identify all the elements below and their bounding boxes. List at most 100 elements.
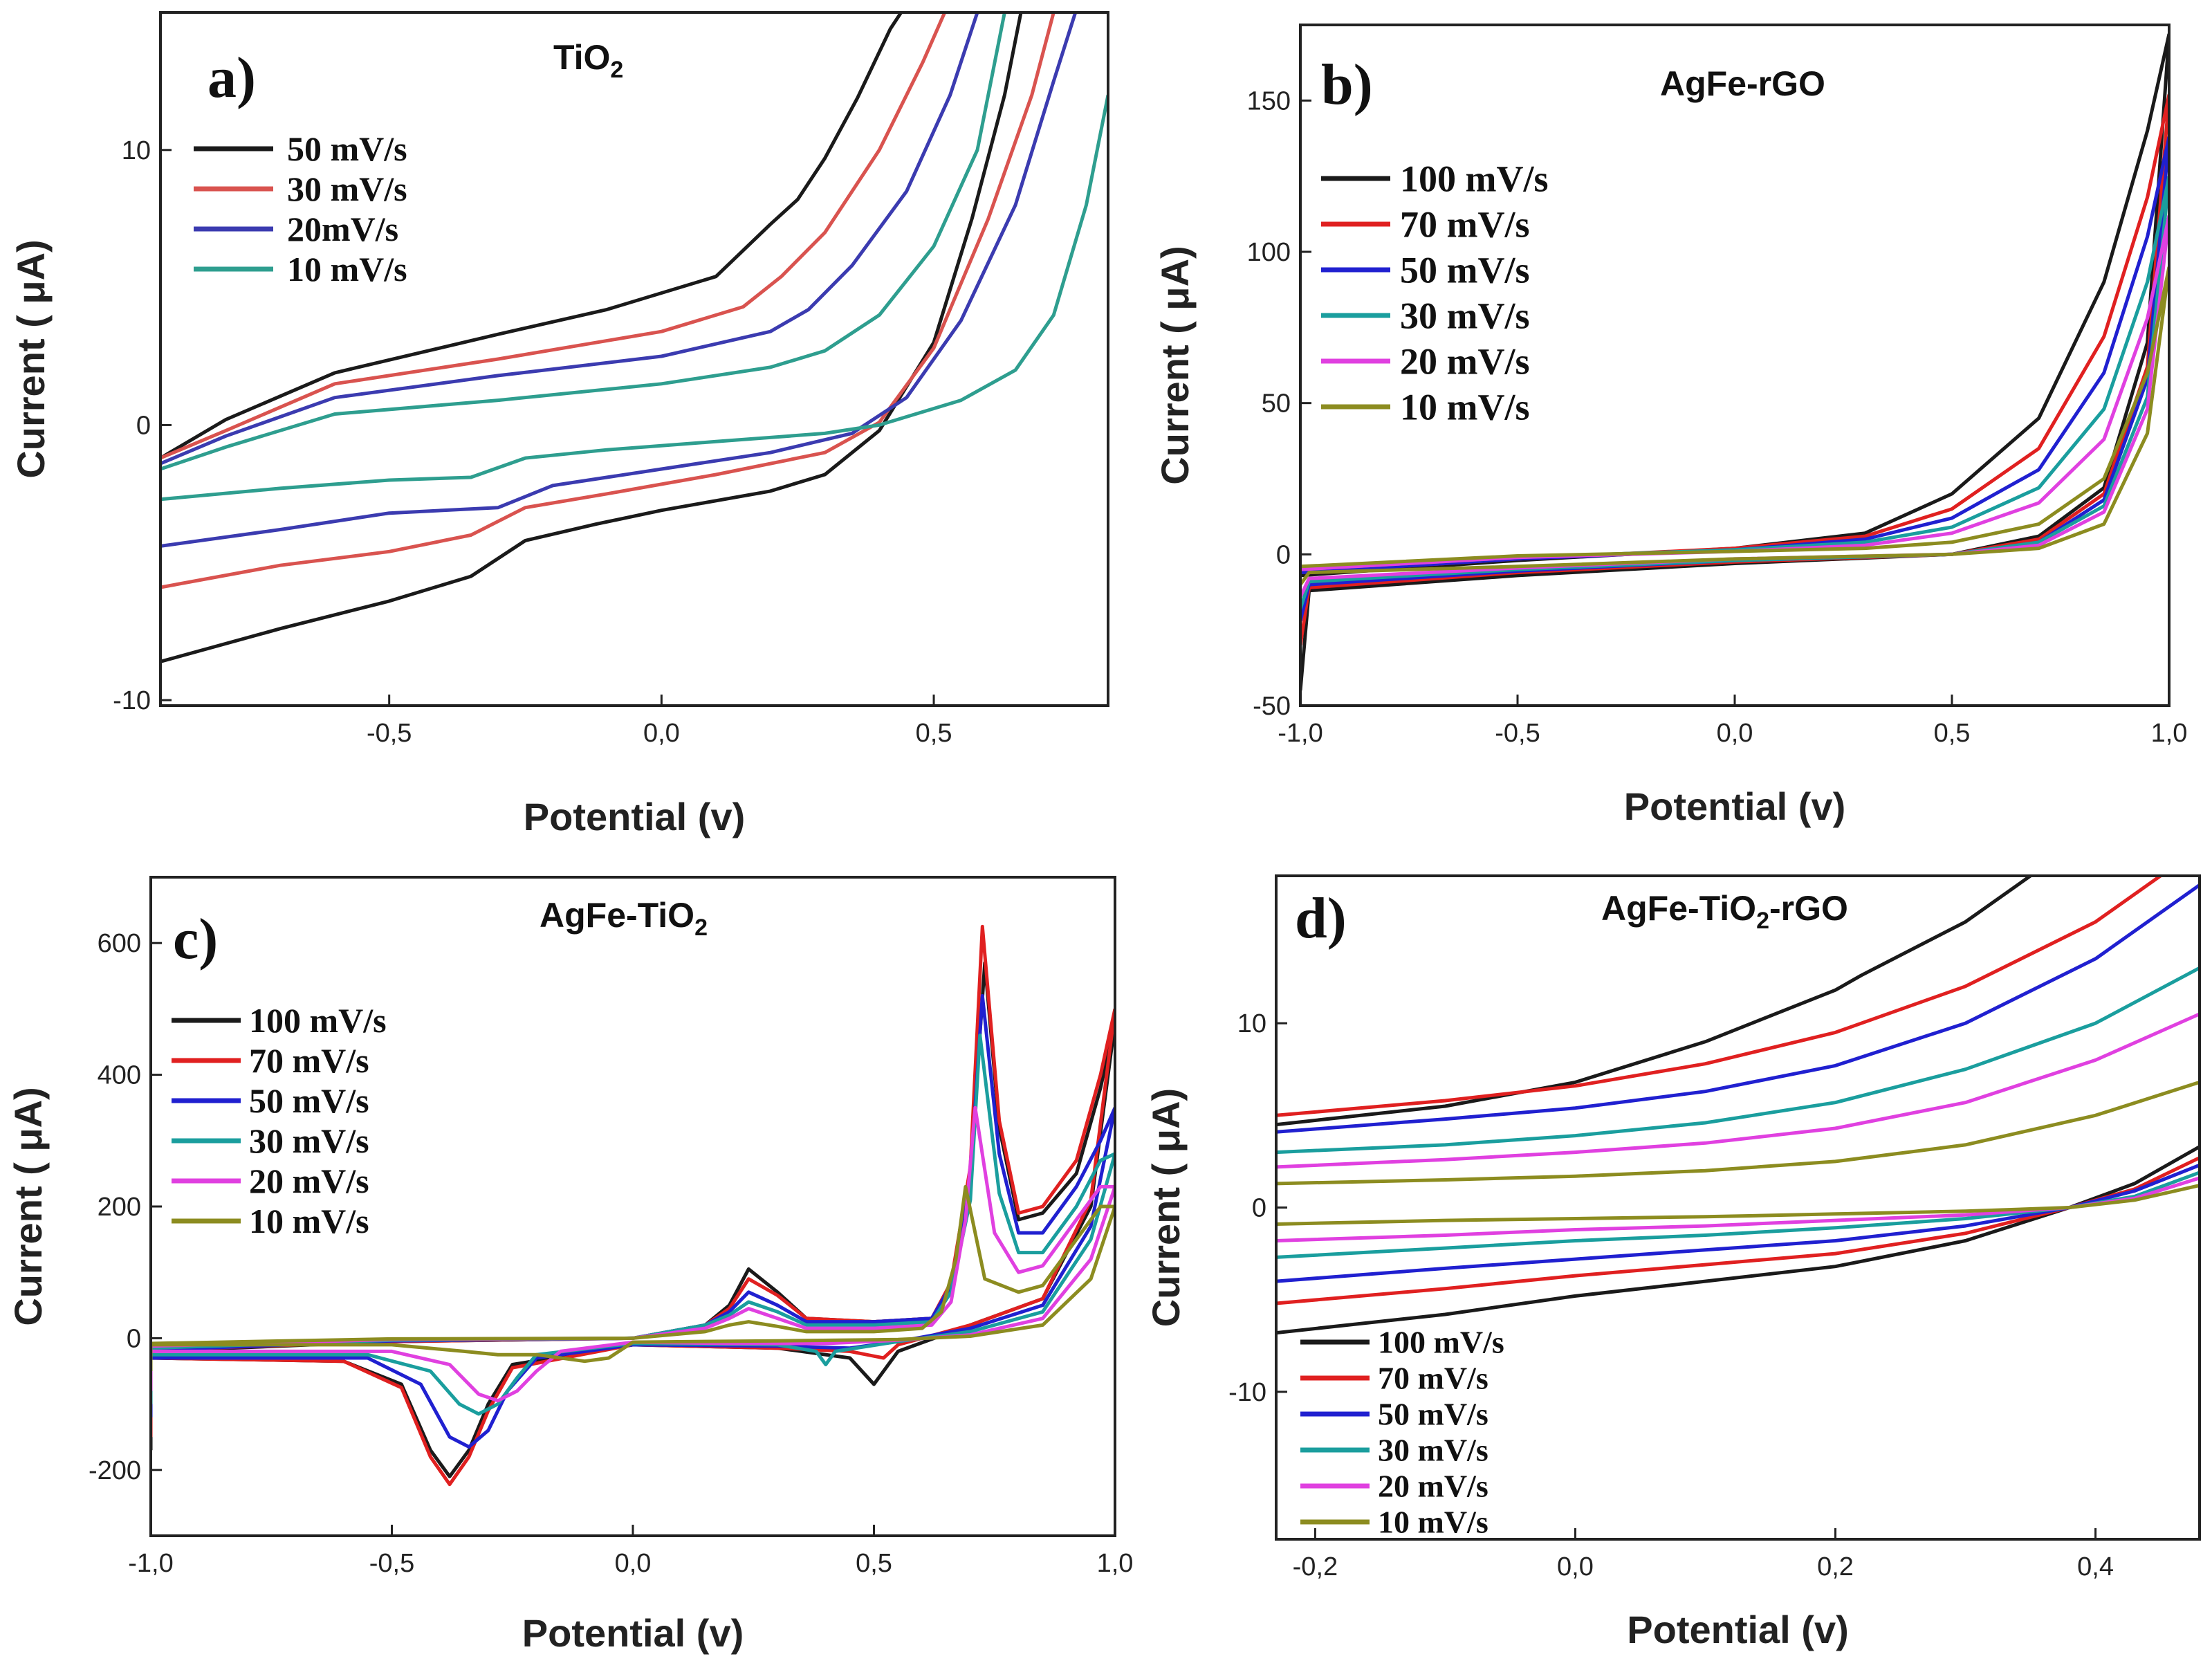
legend-label: 20 mV/s [1400,340,1530,382]
panel-d: -0,2 0,0 0,2 0,4 -10 0 10 Potential (v) Current … [1144,874,2201,1651]
y-tick-label: -200 [89,1456,141,1485]
legend-label: 50 mV/s [1378,1397,1489,1432]
panel-b: -1,0 -0,5 0,0 0,5 1,0 -50 0 50 100 150 Potential (… [1153,24,2188,828]
series-line-lower [1276,1163,2200,1283]
legend-label: 70 mV/s [1378,1361,1489,1396]
y-tick-label: 10 [1237,1009,1266,1038]
x-tick-label: 0,5 [856,1549,892,1578]
x-tick-label: 0,0 [1717,719,1753,748]
legend-label: 70 mV/s [249,1041,369,1080]
series-line-upper [1276,883,2200,1134]
legend: 100 mV/s70 mV/s50 mV/s30 mV/s20 mV/s10 m… [1300,1325,1504,1540]
y-axis-label: Current ( μA) [1144,1088,1188,1327]
y-tick-label: 10 [122,136,151,165]
y-tick-label: -50 [1253,692,1291,721]
chart-title: AgFe-TiO2 [540,896,708,941]
series-line-upper [1276,876,2032,1127]
series-line-upper [151,1105,1115,1348]
y-tick-label: 600 [98,929,141,958]
series-line-upper [1276,966,2200,1155]
series-line-lower [160,94,1108,502]
legend-label: 10 mV/s [1400,386,1530,428]
legend-label: 20 mV/s [249,1162,369,1200]
y-tick-label: -10 [1228,1378,1266,1407]
series-line-upper [160,12,979,466]
x-tick-label: 0,4 [2077,1552,2114,1581]
series-group [1300,33,2169,691]
series-group [1276,876,2200,1335]
y-axis-label: Current ( μA) [1153,246,1197,484]
legend-label: 30 mV/s [1400,295,1530,336]
series-line-lower [1276,1145,2200,1335]
series-line-upper [1276,876,2162,1117]
legend-label: 30 mV/s [249,1121,369,1160]
y-tick-label: 150 [1247,86,1291,116]
series-line-lower [160,12,1023,663]
legend: 100 mV/s70 mV/s50 mV/s30 mV/s20 mV/s10 m… [1321,158,1549,428]
y-tick-label: 0 [127,1324,141,1353]
y-tick-label: 200 [98,1193,141,1222]
series-line-lower [1276,1184,2200,1226]
x-tick-label: 0,5 [1934,719,1971,748]
y-tick-label: 0 [136,411,151,440]
chart-title-subscript: 2 [610,57,623,83]
y-tick-label: 0 [1252,1194,1266,1223]
series-line-lower [160,12,1078,548]
panel-label: a) [208,46,256,110]
x-tick-label: 0,0 [643,719,680,748]
x-axis-label: Potential (v) [1624,784,1845,828]
legend: 100 mV/s70 mV/s50 mV/s30 mV/s20 mV/s10 m… [172,1001,387,1240]
legend-label: 50 mV/s [287,129,407,168]
chart-title-main: AgFe-TiO [540,896,694,935]
panel-a: -0,5 0,0 0,5 -10 0 10 Potential (v) Current ( μ… [9,11,1109,838]
x-tick-label: 0,2 [1817,1552,1854,1581]
series-line-lower [151,1206,1115,1371]
series-line-lower [151,1186,1115,1403]
y-tick-label: 50 [1262,389,1291,419]
series-line-lower [151,1009,1115,1487]
series-line-upper [160,12,947,460]
y-tick-label: 100 [1247,238,1291,267]
chart-title-main: AgFe-rGO [1660,64,1825,103]
legend-label: 20mV/s [287,210,398,248]
x-tick-label: -0,5 [1495,719,1540,748]
chart-title-main: AgFe-TiO [1601,889,1756,928]
x-tick-label: -1,0 [1278,719,1322,748]
chart-title-subscript: 2 [694,915,708,941]
y-axis-label: Current ( μA) [6,1087,50,1325]
series-line-lower [160,12,1056,589]
legend-label: 30 mV/s [287,169,407,208]
y-tick-label: 400 [98,1061,141,1090]
series-line-upper [1276,1012,2200,1169]
panel-label: c) [173,907,218,971]
x-tick-label: 0,0 [1557,1552,1594,1581]
chart-title-subscript: 2 [1756,908,1769,934]
legend-label: 10 mV/s [1378,1505,1489,1540]
legend-label: 70 mV/s [1400,203,1530,245]
panel-label: d) [1295,886,1347,951]
x-tick-label: 0,0 [615,1549,652,1578]
series-line-lower [151,1107,1115,1449]
legend-label: 30 mV/s [1378,1433,1489,1468]
series-line-upper [151,1184,1115,1346]
legend-label: 100 mV/s [1378,1325,1504,1360]
x-tick-label: 1,0 [2151,719,2188,748]
series-line-upper [1276,1081,2200,1186]
chart-title: AgFe-rGO [1660,64,1825,103]
series-line-upper [160,12,903,460]
x-axis-label: Potential (v) [1627,1608,1848,1651]
series-group [160,12,1108,663]
legend-label: 100 mV/s [249,1001,387,1040]
series-line-lower [1300,266,2169,586]
legend-label: 50 mV/s [1400,249,1530,291]
series-line-upper [160,12,1006,471]
x-tick-label: -0,5 [369,1549,414,1578]
x-tick-label: 1,0 [1097,1549,1134,1578]
chart-title: AgFe-TiO2-rGO [1601,889,1848,934]
series-line-upper [1300,266,2169,569]
x-tick-label: -0,5 [367,719,412,748]
legend-label: 20 mV/s [1378,1469,1489,1504]
legend-label: 100 mV/s [1400,158,1549,199]
